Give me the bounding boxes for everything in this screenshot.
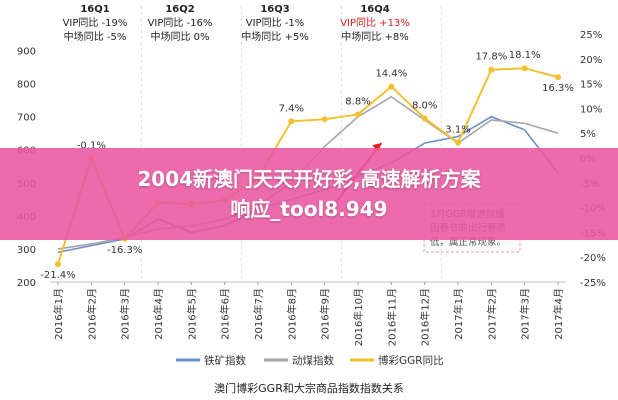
y-right-tick-label: -25% xyxy=(580,278,606,289)
quarter-vip: VIP同比 -16% xyxy=(148,17,213,29)
quarter-title: 16Q4 xyxy=(360,4,389,15)
data-label: 18.1% xyxy=(509,50,541,61)
x-tick-label: 2016年10月 xyxy=(352,288,365,346)
x-tick-label: 2017年1月 xyxy=(452,288,465,340)
x-tick-label: 2017年4月 xyxy=(552,288,565,340)
x-tick-label: 2016年8月 xyxy=(285,288,298,340)
data-label: 3.1% xyxy=(445,125,470,136)
y-left-tick-label: 700 xyxy=(17,113,36,124)
ggr-point xyxy=(521,65,528,72)
x-tick-label: 2016年9月 xyxy=(319,288,332,340)
quarter-mass: 中场同比 -5% xyxy=(64,30,127,43)
data-label: 17.8% xyxy=(475,52,507,63)
ggr-point xyxy=(321,116,328,123)
x-tick-label: 2016年5月 xyxy=(185,288,198,340)
data-label: 8.0% xyxy=(412,100,437,111)
x-tick-label: 2016年2月 xyxy=(85,288,98,340)
y-right-tick-label: 25% xyxy=(580,30,602,41)
x-tick-label: 2016年12月 xyxy=(419,288,432,346)
quarter-title: 16Q3 xyxy=(260,4,289,15)
x-tick-label: 2016年1月 xyxy=(52,288,65,340)
banner-line-1: 2004新澳门天天开好彩,高速解析方案 xyxy=(137,167,481,191)
ggr-point xyxy=(288,118,295,125)
quarter-vip: VIP同比 -19% xyxy=(63,17,128,29)
legend-label: 动煤指数 xyxy=(292,354,334,367)
quarter-vip: VIP同比 -1% xyxy=(246,17,304,29)
ggr-point xyxy=(555,74,561,81)
data-label: -0.1% xyxy=(77,140,106,151)
quarter-title: 16Q1 xyxy=(80,4,109,15)
data-label: -16.3% xyxy=(107,245,142,256)
y-right-tick-label: 10% xyxy=(580,104,602,115)
x-tick-label: 2016年6月 xyxy=(219,288,232,340)
data-label: 14.4% xyxy=(375,69,407,80)
ggr-point xyxy=(388,83,395,90)
quarter-mass: 中场同比 +5% xyxy=(241,30,308,43)
y-left-tick-label: 200 xyxy=(17,278,36,289)
ggr-point xyxy=(55,261,61,268)
x-tick-label: 2016年11月 xyxy=(385,288,398,346)
ggr-point xyxy=(355,111,361,118)
y-right-tick-label: -20% xyxy=(580,253,606,264)
x-tick-label: 2016年4月 xyxy=(152,288,165,340)
quarter-vip: VIP同比 +13% xyxy=(340,17,410,29)
legend-label: 博彩GGR同比 xyxy=(378,354,444,367)
x-tick-label: 2016年7月 xyxy=(252,288,265,340)
data-label: 8.8% xyxy=(345,96,370,107)
quarter-mass: 中场同比 0% xyxy=(150,30,209,43)
y-left-tick-label: 900 xyxy=(17,47,36,58)
y-right-tick-label: 20% xyxy=(580,55,602,66)
legend-label: 铁矿指数 xyxy=(204,354,246,367)
quarter-mass: 中场同比 +8% xyxy=(341,30,408,43)
y-right-tick-label: 15% xyxy=(580,80,602,91)
x-tick-label: 2017年2月 xyxy=(485,288,498,340)
ggr-point xyxy=(488,66,495,73)
quarter-title: 16Q2 xyxy=(165,4,194,15)
ggr-point xyxy=(455,139,461,146)
y-left-tick-label: 300 xyxy=(17,245,36,256)
banner-line-2: 响应_tool8.949 xyxy=(230,197,388,221)
promo-banner: 2004新澳门天天开好彩,高速解析方案 响应_tool8.949 xyxy=(0,148,618,240)
data-label: 16.3% xyxy=(542,83,574,94)
data-label: 7.4% xyxy=(279,103,304,114)
ggr-point xyxy=(421,115,428,122)
x-tick-label: 2016年3月 xyxy=(119,288,132,340)
data-label: -21.4% xyxy=(40,270,75,281)
y-right-tick-label: 5% xyxy=(580,129,596,140)
y-left-tick-label: 800 xyxy=(17,80,36,91)
chart-caption: 澳门博彩GGR和大宗商品指数指数关系 xyxy=(214,381,404,395)
x-tick-label: 2017年3月 xyxy=(519,288,532,340)
